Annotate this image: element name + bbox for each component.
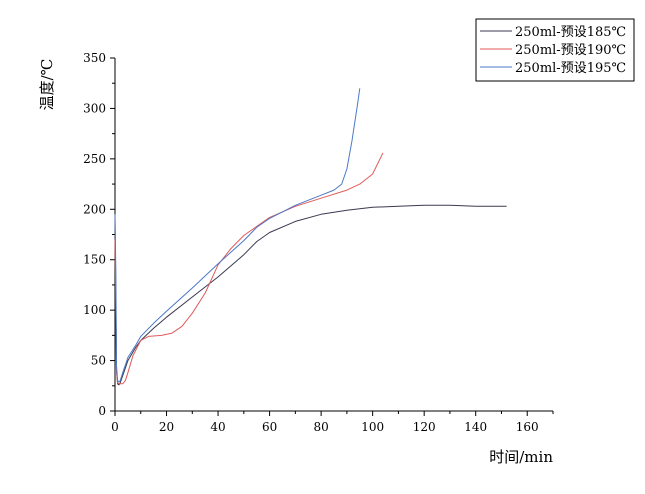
y-axis-title: 温度/℃ <box>38 59 56 111</box>
series-line-2 <box>114 152 384 385</box>
legend-label: 250ml-预设190℃ <box>515 43 626 58</box>
x-tick-label: 60 <box>262 420 277 434</box>
x-tick-label: 40 <box>210 420 225 434</box>
y-tick-label: 350 <box>83 51 106 65</box>
axes: 0 50 100 150 200 250 300 350 0 20 40 60 80 100 120 140 1… <box>83 51 554 434</box>
x-tick-label: 100 <box>361 420 384 434</box>
x-axis-title: 时间/min <box>489 448 553 466</box>
series-line-1 <box>114 204 507 386</box>
y-tick-label: 50 <box>91 354 106 368</box>
y-tick-label: 250 <box>83 152 106 166</box>
x-tick-label: 80 <box>313 420 328 434</box>
series-line-3 <box>114 88 361 383</box>
legend-label: 250ml-预设185℃ <box>515 25 626 40</box>
y-tick-label: 300 <box>83 101 106 115</box>
x-tick-label: 160 <box>516 420 539 434</box>
legend-box <box>475 18 635 82</box>
y-tick-label: 0 <box>98 404 106 418</box>
x-tick-label: 120 <box>413 420 436 434</box>
y-tick-label: 200 <box>83 202 106 216</box>
x-tick-label: 140 <box>464 420 487 434</box>
legend-label: 250ml-预设195℃ <box>515 61 626 76</box>
series-layer <box>114 88 507 386</box>
y-tick-label: 150 <box>83 253 106 267</box>
x-tick-label: 20 <box>159 420 174 434</box>
x-tick-label: 0 <box>111 420 119 434</box>
y-tick-label: 100 <box>83 303 106 317</box>
legend: 250ml-预设185℃ 250ml-预设190℃ 250ml-预设195℃ <box>475 18 635 82</box>
